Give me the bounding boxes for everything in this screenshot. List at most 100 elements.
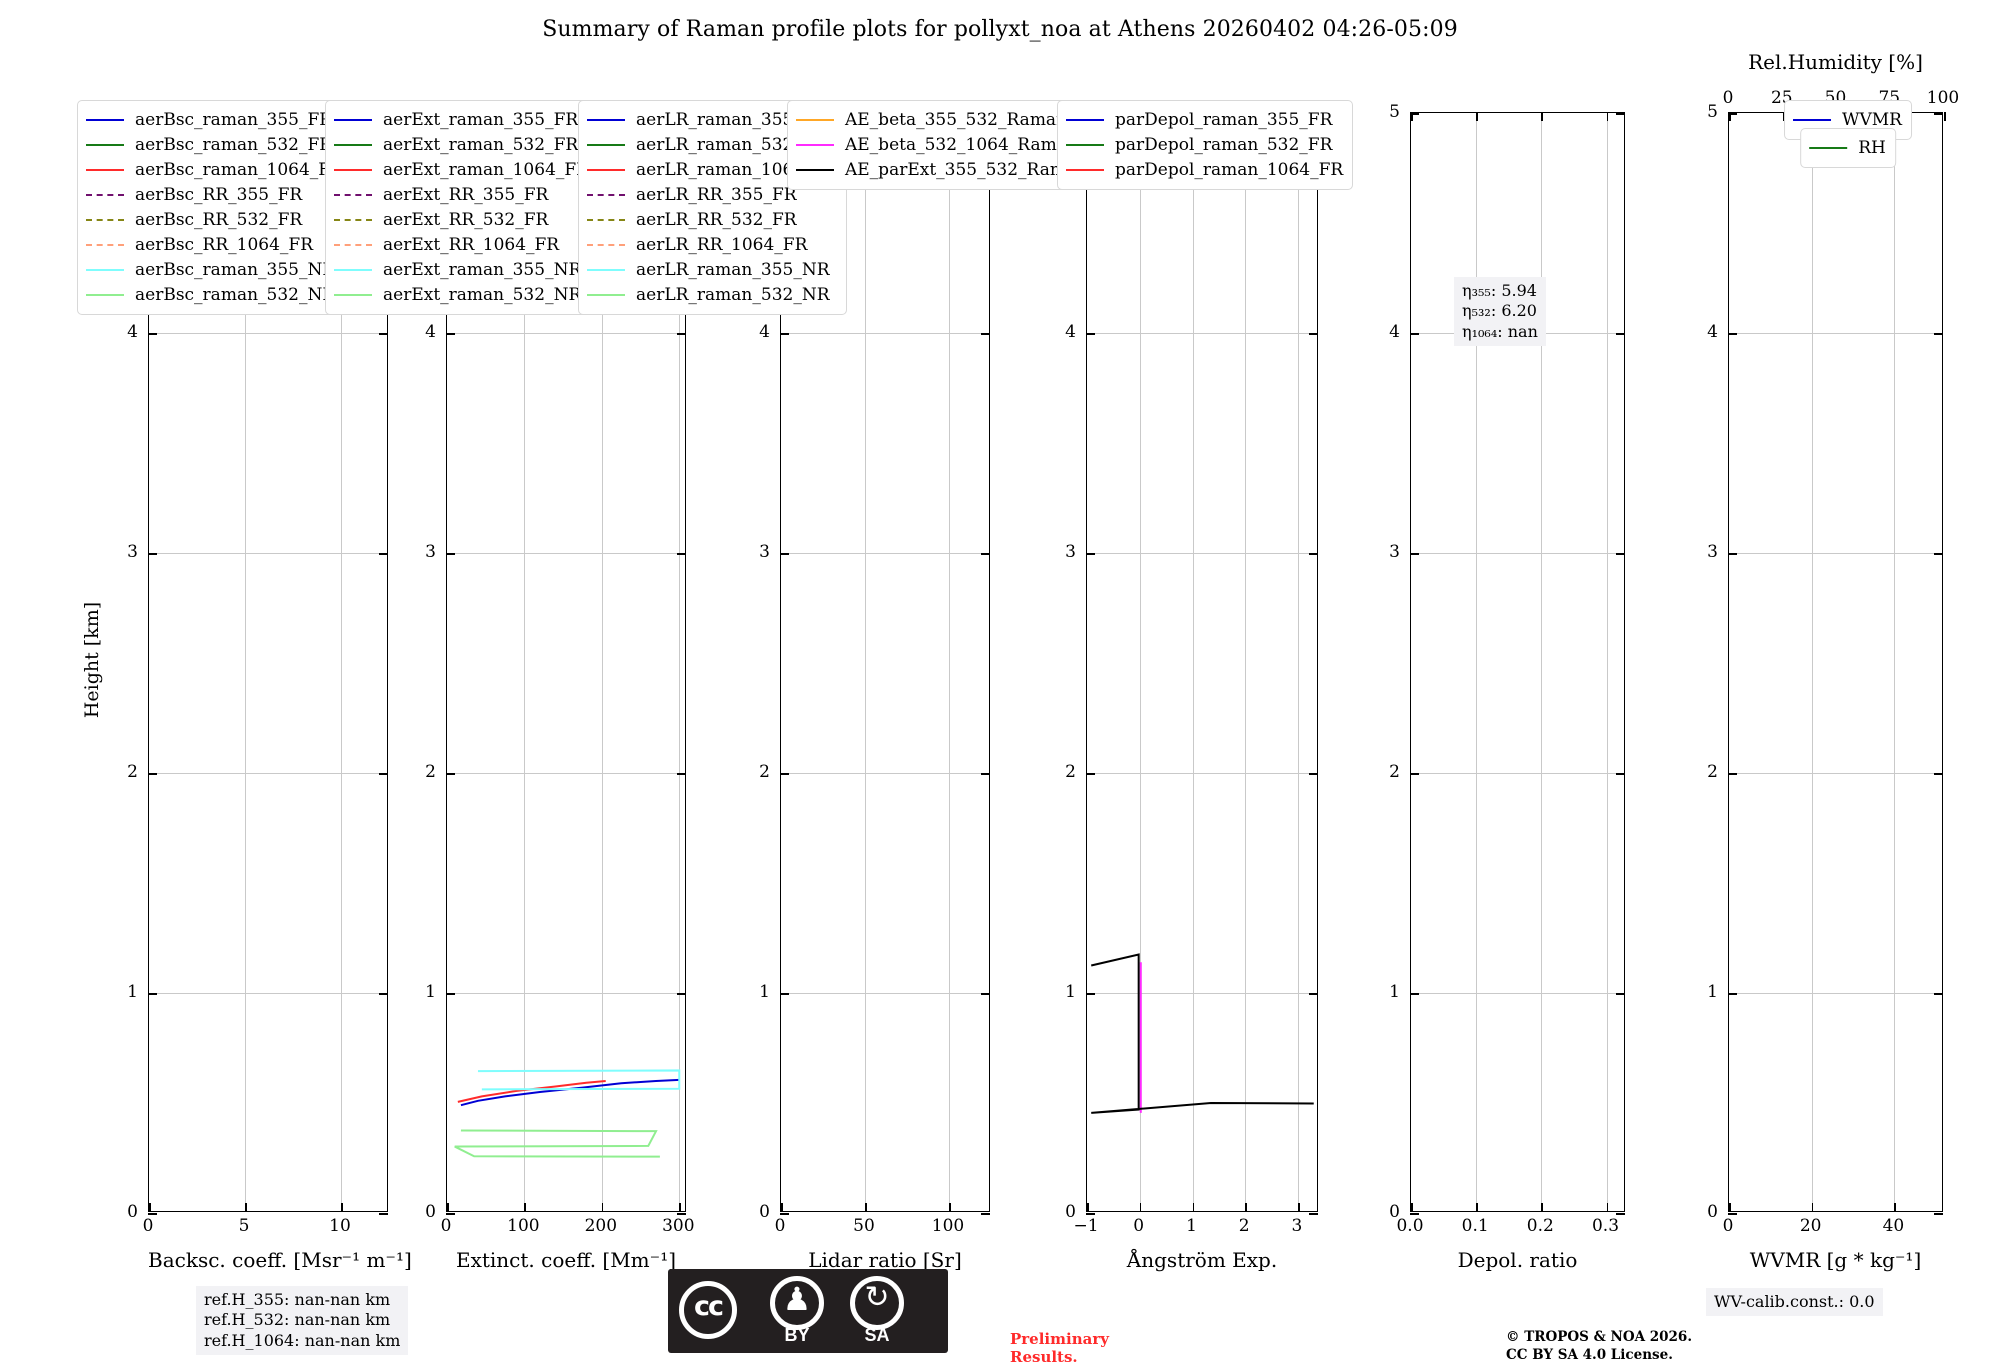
y-tick-label: 2 <box>1707 762 1718 782</box>
legend-swatch-line <box>334 168 372 171</box>
data-series-aerExt_raman_355_NR <box>477 1069 681 1091</box>
x-tick-label: 0.2 <box>1526 1216 1554 1236</box>
legend-label: aerLR_raman_355_FR <box>636 109 827 130</box>
x-axis-title: WVMR [g * kg⁻¹] <box>1749 1248 1922 1272</box>
cc-label: cc <box>693 1291 724 1322</box>
x-tick <box>1192 1203 1195 1212</box>
y-tick <box>1728 113 1737 115</box>
legend-item[interactable]: aerLR_RR_1064_FR <box>587 232 837 257</box>
legend-item[interactable]: parDepol_raman_1064_FR <box>1066 157 1343 182</box>
legend-swatch-line <box>587 243 625 246</box>
axes-wvmr_rh <box>1728 112 1946 1215</box>
y-tick-label: 2 <box>127 762 138 782</box>
legend-item[interactable]: aerLR_raman_532_NR <box>587 282 837 307</box>
y-tick <box>446 993 455 995</box>
legend-swatch-line <box>796 118 834 121</box>
legend-item[interactable]: AE_parExt_355_532_Raman_FR <box>796 157 1120 182</box>
y-tick <box>148 553 157 555</box>
legend-item[interactable]: aerExt_RR_532_FR <box>334 207 589 232</box>
x-tick <box>1139 1203 1142 1212</box>
legend-swatch-line <box>334 218 372 221</box>
gridline-vertical <box>601 113 603 1211</box>
gridline-horizontal <box>1087 553 1317 554</box>
y-tick <box>780 993 789 995</box>
legend-item[interactable]: aerLR_RR_532_FR <box>587 207 837 232</box>
gridline-vertical <box>1476 113 1478 1211</box>
legend-item[interactable]: aerBsc_raman_355_NR <box>86 257 343 282</box>
legend-item[interactable]: RH <box>1809 135 1886 160</box>
plot-panel-wvmr_rh: 0 20 40 0 25 50 75 100 Rel.Humidity [%] 0 1 2 3 4 5 WVM… <box>1707 50 1959 1272</box>
legend-label: aerLR_raman_1064_FR <box>636 159 838 180</box>
legend-label: aerExt_RR_355_FR <box>383 184 549 205</box>
x-tick <box>1411 1203 1413 1212</box>
legend-extinction: aerExt_raman_355_FR aerExt_raman_532_FR ae… <box>325 100 599 315</box>
legend-label: parDepol_raman_355_FR <box>1115 109 1333 130</box>
legend-item[interactable]: aerExt_raman_355_FR <box>334 107 589 132</box>
legend-item[interactable]: aerBsc_raman_1064_FR <box>86 157 343 182</box>
legend-item[interactable]: AE_beta_355_532_Raman_FR <box>796 107 1120 132</box>
ref-h-355: ref.H_355: nan-nan km <box>204 1290 391 1309</box>
x-tick-label: 0 <box>440 1216 452 1236</box>
x-axis-title: Depol. ratio <box>1457 1248 1578 1272</box>
legend-item[interactable]: aerBsc_RR_1064_FR <box>86 232 343 257</box>
legend-item[interactable]: aerExt_raman_1064_FR <box>334 157 589 182</box>
legend-label: aerLR_raman_532_NR <box>636 284 830 305</box>
gridline-horizontal <box>149 773 387 774</box>
y-tick <box>981 773 990 775</box>
gridline-vertical <box>1606 113 1608 1211</box>
top-x-tick-label: 0 <box>1722 88 1734 108</box>
y-tick <box>1616 113 1625 115</box>
legend-item[interactable]: aerExt_raman_532_FR <box>334 132 589 157</box>
legend-swatch-line <box>86 243 124 246</box>
gridline-vertical <box>1541 113 1543 1211</box>
y-tick <box>1410 113 1419 115</box>
x-tick-label: 5 <box>238 1216 250 1236</box>
y-tick <box>1086 993 1095 995</box>
legend-label: aerExt_raman_355_NR <box>383 259 582 280</box>
x-tick <box>1894 1203 1897 1212</box>
legend-swatch-line <box>86 193 124 196</box>
legend-item[interactable]: aerLR_RR_355_FR <box>587 182 837 207</box>
legend-item[interactable]: WVMR <box>1793 107 1902 132</box>
y-tick <box>1616 553 1625 555</box>
legend-item[interactable]: aerLR_raman_355_FR <box>587 107 837 132</box>
preliminary-line-2: Results. <box>1010 1348 1078 1366</box>
legend-item[interactable]: aerLR_raman_1064_FR <box>587 157 837 182</box>
legend-swatch-line <box>796 168 834 171</box>
legend-item[interactable]: AE_beta_532_1064_Raman_FR <box>796 132 1120 157</box>
x-axis-title: Lidar ratio [Sr] <box>808 1248 962 1272</box>
legend-item[interactable]: aerLR_raman_355_NR <box>587 257 837 282</box>
eta-355-value: 5.94 <box>1501 281 1537 300</box>
legend-item[interactable]: aerExt_raman_355_NR <box>334 257 589 282</box>
legend-depolarization: parDepol_raman_355_FR parDepol_raman_532_… <box>1057 100 1354 190</box>
legend-label: aerLR_RR_532_FR <box>636 209 797 230</box>
legend-swatch-line <box>1066 143 1104 146</box>
top-x-tick <box>1541 112 1543 121</box>
legend-swatch-line <box>86 118 124 121</box>
legend-item[interactable]: parDepol_raman_532_FR <box>1066 132 1343 157</box>
legend-label: RH <box>1858 137 1886 158</box>
legend-item[interactable]: aerBsc_raman_532_NR <box>86 282 343 307</box>
x-tick <box>1245 1203 1247 1212</box>
gridline-horizontal <box>1729 553 1942 554</box>
y-tick-label: 0 <box>127 1202 138 1222</box>
gridline-horizontal <box>1411 993 1624 994</box>
legend-item[interactable]: aerBsc_RR_532_FR <box>86 207 343 232</box>
y-tick <box>1616 993 1625 995</box>
legend-item[interactable]: aerBsc_raman_532_FR <box>86 132 343 157</box>
plot-panel-angstrom: −10123012345Ångström Exp. <box>1065 102 1318 1272</box>
legend-item[interactable]: aerLR_raman_532_FR <box>587 132 837 157</box>
eta-355-row: η₃₅₅: 5.94 <box>1462 281 1538 301</box>
y-tick <box>1309 333 1318 335</box>
y-tick <box>1934 553 1943 555</box>
legend-item[interactable]: aerExt_RR_1064_FR <box>334 232 589 257</box>
gridline-horizontal <box>1411 773 1624 774</box>
legend-item[interactable]: aerExt_RR_355_FR <box>334 182 589 207</box>
legend-item[interactable]: aerBsc_RR_355_FR <box>86 182 343 207</box>
legend-item[interactable]: aerExt_raman_532_NR <box>334 282 589 307</box>
person-glyph: ♟ <box>782 1280 812 1318</box>
legend-item[interactable]: parDepol_raman_355_FR <box>1066 107 1343 132</box>
legend-item[interactable]: aerBsc_raman_355_FR <box>86 107 343 132</box>
x-tick-label: 100 <box>931 1216 965 1236</box>
y-tick <box>148 773 157 775</box>
